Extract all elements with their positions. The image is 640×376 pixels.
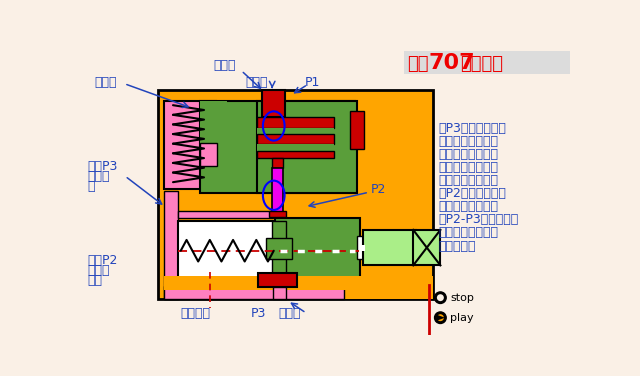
Bar [272,221,286,276]
Text: 出油口: 出油口 [278,306,301,320]
Bar [349,111,364,149]
Bar [262,90,285,117]
Bar [269,211,286,217]
Bar [272,168,283,212]
Bar [257,117,334,127]
Text: 左端的压力增大，: 左端的压力增大， [438,148,498,161]
Bar [358,236,365,259]
Text: 节流阀的压差也就: 节流阀的压差也就 [438,200,498,213]
Bar [404,51,570,74]
Text: 使得出口的流量基: 使得出口的流量基 [438,226,498,240]
Text: stop: stop [451,293,474,303]
Text: P3: P3 [250,306,266,320]
Text: 在定差减压阀阀芯: 在定差减压阀阀芯 [438,135,498,148]
Bar [157,90,433,299]
Circle shape [435,292,446,303]
Text: 压力P3: 压力P3 [88,160,118,173]
Bar [178,221,275,281]
Bar [257,151,334,158]
Bar [275,218,360,281]
Circle shape [437,294,444,301]
Bar [413,230,440,265]
Bar [272,158,283,168]
Text: 节流口: 节流口 [94,76,116,89]
Text: 减压口: 减压口 [213,59,236,73]
Text: 变大: 变大 [88,274,103,287]
Text: 阀芯右移，减压口: 阀芯右移，减压口 [438,161,498,174]
Bar [266,238,292,259]
Bar [363,230,415,265]
Bar [178,211,273,218]
Bar [359,245,365,252]
Text: P1: P1 [305,76,320,89]
Bar [259,273,297,287]
Bar [200,100,355,193]
Bar [200,143,217,166]
Bar [164,290,433,299]
Bar [269,211,273,218]
Text: 使P2也增大从而使: 使P2也增大从而使 [438,187,506,200]
Bar [216,100,227,143]
Circle shape [437,314,444,321]
Text: 707: 707 [429,53,476,73]
Text: 大: 大 [88,180,95,193]
Text: play: play [451,313,474,323]
Circle shape [435,312,446,323]
Text: 剪辑制作: 剪辑制作 [460,55,503,73]
Polygon shape [436,315,445,321]
Text: 泄露油口: 泄露油口 [180,306,211,320]
Bar [257,127,334,134]
Text: 是P2-P3保持不变，: 是P2-P3保持不变， [438,214,518,226]
Text: P2: P2 [371,183,386,196]
Bar [257,100,358,193]
Text: 增大，压降减小，: 增大，压降减小， [438,174,498,187]
Text: 本保持不变: 本保持不变 [438,240,476,253]
Bar [164,191,178,299]
Bar [273,287,286,299]
Text: 化工: 化工 [407,55,429,73]
Text: 也逐渐: 也逐渐 [88,264,110,277]
Text: 逐渐变: 逐渐变 [88,170,110,183]
Text: 当P3增大时，作用: 当P3增大时，作用 [438,122,506,135]
Bar [164,100,216,189]
Bar [164,276,433,290]
Bar [164,286,344,299]
Text: 压力P2: 压力P2 [88,254,118,267]
Bar [257,144,334,151]
Bar [200,100,220,143]
Text: 进油口: 进油口 [246,76,268,89]
Bar [257,134,334,144]
